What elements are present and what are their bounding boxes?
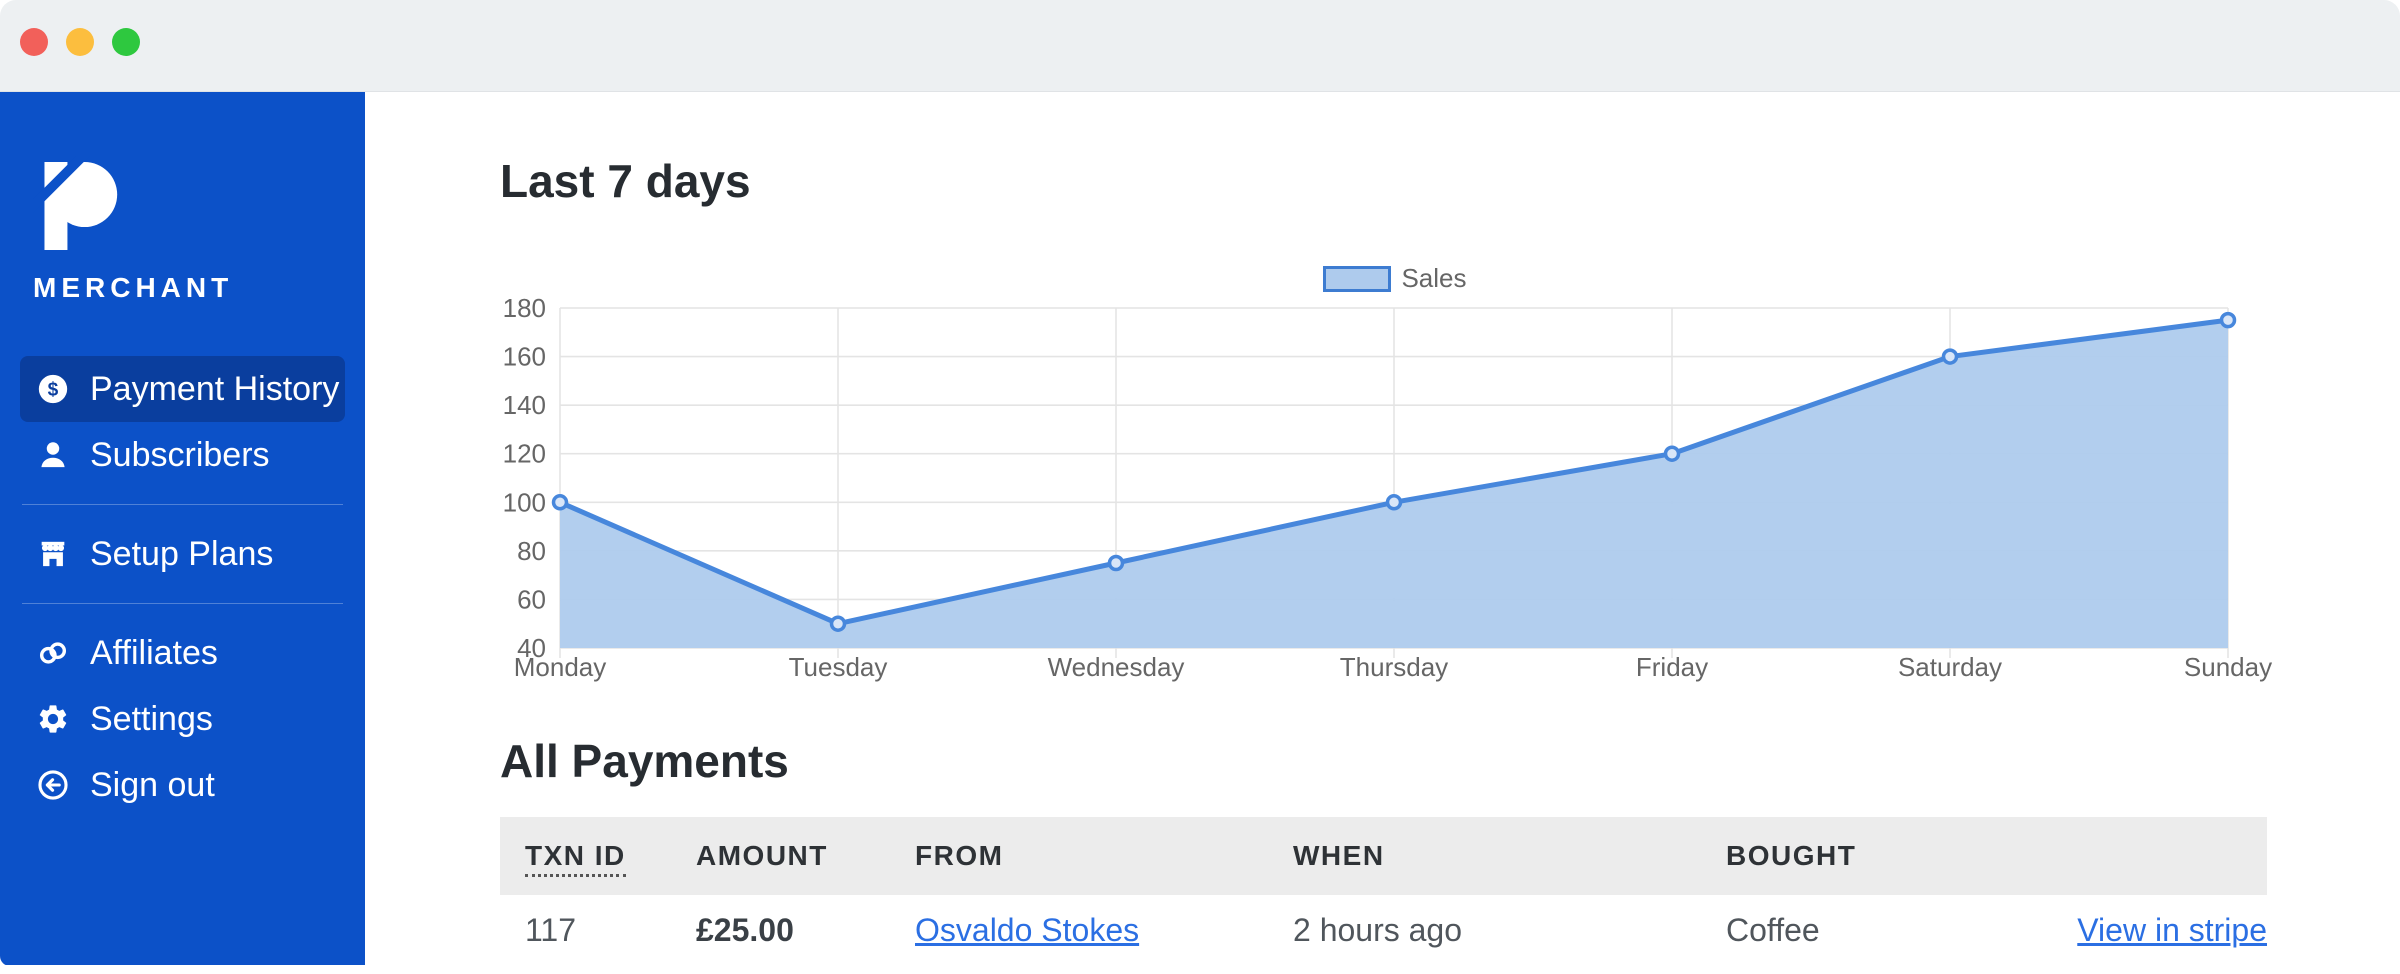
sidebar-item-label: Affiliates	[90, 633, 218, 672]
sign-out-icon	[36, 768, 70, 802]
view-in-stripe-link[interactable]: View in stripe	[2077, 911, 2267, 948]
data-point-tuesday	[829, 615, 847, 632]
y-tick-label: 100	[503, 487, 546, 517]
window-close-button[interactable]	[20, 27, 48, 56]
x-tick-label: Monday	[514, 652, 607, 682]
column-header-label: BOUGHT	[1726, 839, 1857, 871]
person-icon	[36, 438, 70, 472]
sidebar-item-label: Payment History	[90, 369, 340, 408]
x-tick-label: Thursday	[1340, 652, 1448, 682]
sidebar-item-subscribers[interactable]: Subscribers	[20, 422, 345, 488]
sales-chart-block: Sales 40 60 80 100 120 140 160 180 Monday Tuesday…	[500, 263, 2290, 692]
data-point-monday	[551, 493, 569, 511]
sidebar: MERCHANT $ Payment History Subscribers Setu…	[0, 92, 365, 965]
window-zoom-button[interactable]	[112, 27, 140, 56]
sidebar-item-label: Sign out	[90, 765, 215, 804]
bought-cell: Coffee	[1726, 894, 2075, 966]
column-header-txn-id: TXN ID	[500, 816, 696, 895]
window-titlebar	[0, 0, 2400, 92]
customer-link[interactable]: Osvaldo Stokes	[915, 911, 1140, 948]
x-tick-label: Wednesday	[1048, 652, 1185, 682]
window-minimize-button[interactable]	[66, 27, 94, 56]
column-header-label: WHEN	[1293, 839, 1385, 871]
from-cell: Osvaldo Stokes	[915, 894, 1293, 966]
sidebar-item-label: Setup Plans	[90, 534, 274, 573]
y-tick-label: 120	[503, 439, 546, 469]
x-tick-label: Sunday	[2184, 652, 2272, 682]
action-cell: View in stripe	[2075, 894, 2267, 966]
column-header-label: AMOUNT	[696, 839, 828, 871]
sidebar-item-setup-plans[interactable]: Setup Plans	[20, 521, 345, 587]
table-header-row: TXN ID AMOUNT FROM WHEN BOUGHT	[500, 816, 2267, 895]
column-header-from: FROM	[915, 816, 1293, 895]
brand: MERCHANT	[0, 156, 365, 304]
sidebar-item-sign-out[interactable]: Sign out	[20, 752, 345, 818]
payments-table: TXN ID AMOUNT FROM WHEN BOUGHT 117 £25.00 Osva…	[500, 816, 2267, 966]
column-header-amount: AMOUNT	[696, 816, 915, 895]
column-header-bought: BOUGHT	[1726, 816, 2075, 895]
nav-divider	[22, 603, 343, 604]
when-cell: 2 hours ago	[1293, 894, 1726, 966]
x-tick-label: Friday	[1636, 652, 1708, 682]
x-tick-label: Saturday	[1898, 652, 2002, 682]
main-content: Last 7 days Sales 40 60 80 100 120 140 160 180 M…	[365, 92, 2400, 966]
merchant-logo-icon	[33, 156, 118, 250]
table-row: 117 £25.00 Osvaldo Stokes 2 hours ago Coffee…	[500, 894, 2267, 966]
sales-area-fill	[560, 319, 2228, 648]
dollar-circle-icon: $	[36, 372, 70, 406]
sidebar-item-payment-history[interactable]: $ Payment History	[20, 356, 345, 422]
legend-label: Sales	[1401, 263, 1467, 294]
link-icon	[36, 636, 70, 670]
data-point-sunday	[2219, 311, 2237, 329]
column-header-action	[2075, 816, 2267, 895]
chart-section-title: Last 7 days	[500, 155, 751, 207]
table-body: 117 £25.00 Osvaldo Stokes 2 hours ago Coffee…	[500, 894, 2267, 966]
sidebar-item-affiliates[interactable]: Affiliates	[20, 620, 345, 686]
sidebar-item-settings[interactable]: Settings	[20, 686, 345, 752]
y-tick-label: 160	[503, 341, 546, 371]
column-header-when: WHEN	[1293, 816, 1726, 895]
data-point-friday	[1663, 445, 1681, 462]
store-icon	[36, 537, 70, 571]
window-body: MERCHANT $ Payment History Subscribers Setu…	[0, 92, 2400, 966]
brand-name: MERCHANT	[33, 272, 234, 303]
y-tick-label: 180	[503, 294, 546, 323]
payments-section-title: All Payments	[500, 734, 789, 787]
nav-divider	[22, 504, 343, 505]
legend-swatch-icon	[1323, 265, 1392, 292]
sidebar-item-label: Subscribers	[90, 435, 270, 474]
y-tick-label: 40	[517, 633, 546, 663]
y-tick-label: 140	[503, 390, 546, 420]
sidebar-nav: $ Payment History Subscribers Setup Plans Af…	[0, 356, 365, 818]
column-header-label: FROM	[915, 839, 1004, 871]
gear-icon	[36, 702, 70, 736]
data-point-wednesday	[1107, 554, 1125, 572]
amount-cell: £25.00	[696, 894, 915, 966]
data-point-saturday	[1941, 348, 1959, 365]
y-tick-label: 60	[517, 584, 546, 614]
txn-id-cell: 117	[500, 894, 696, 966]
chart-legend[interactable]: Sales	[500, 263, 2290, 294]
sidebar-item-label: Settings	[90, 699, 213, 738]
y-tick-label: 80	[517, 536, 546, 566]
sales-area-chart: 40 60 80 100 120 140 160 180 Monday Tuesday Wednes…	[503, 294, 2272, 682]
svg-text:$: $	[48, 380, 59, 401]
data-point-thursday	[1385, 493, 1403, 511]
column-header-label: TXN ID	[525, 839, 626, 877]
x-tick-label: Tuesday	[789, 652, 888, 682]
